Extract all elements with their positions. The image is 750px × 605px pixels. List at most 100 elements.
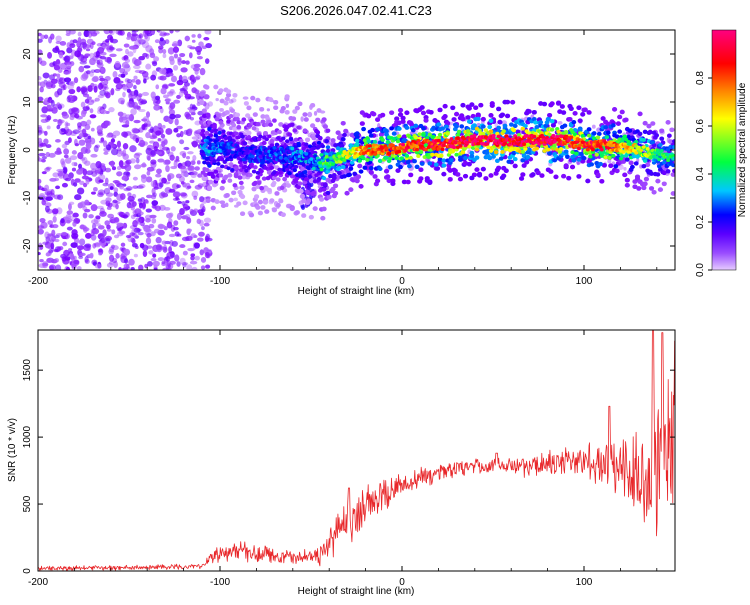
heatmap-cell xyxy=(427,179,432,184)
heatmap-cell xyxy=(450,105,455,110)
heatmap-cell xyxy=(201,129,205,133)
heatmap-cell xyxy=(630,165,635,169)
heatmap-cell xyxy=(587,127,592,131)
heatmap-cell xyxy=(569,106,574,111)
heatmap-cell xyxy=(168,105,173,110)
heatmap-cell xyxy=(489,119,494,123)
snr-plot-area xyxy=(38,330,675,571)
heatmap-cell xyxy=(182,153,186,159)
heatmap-cell xyxy=(94,223,101,226)
heatmap-cell xyxy=(373,140,377,144)
heatmap-cell xyxy=(390,181,395,186)
heatmap-cell xyxy=(166,213,173,219)
heatmap-cell xyxy=(179,53,185,57)
heatmap-cell xyxy=(258,211,263,216)
heatmap-cell xyxy=(463,174,468,179)
heatmap-cell xyxy=(194,242,200,248)
heatmap-cell xyxy=(481,117,486,122)
heatmap-cell xyxy=(82,176,89,180)
heatmap-cell xyxy=(608,163,613,168)
heatmap-cell xyxy=(623,167,626,171)
heatmap-cell xyxy=(91,41,95,45)
heatmap-cell xyxy=(375,179,380,184)
heatmap-cell xyxy=(68,137,72,143)
heatmap-cell xyxy=(124,264,130,268)
heatmap-cell xyxy=(198,232,205,237)
heatmap-cell xyxy=(194,256,200,261)
heatmap-cell xyxy=(130,108,137,115)
heatmap-cell xyxy=(130,158,136,163)
heatmap-cell xyxy=(197,219,202,224)
heatmap-cell xyxy=(193,196,197,200)
heatmap-cell xyxy=(111,229,115,234)
heatmap-cell xyxy=(160,76,167,81)
heatmap-cell xyxy=(79,139,86,145)
heatmap-cell xyxy=(70,242,77,248)
heatmap-cell xyxy=(93,187,98,192)
heatmap-cell xyxy=(204,85,209,90)
heatmap-cell xyxy=(272,208,277,213)
heatmap-cell xyxy=(513,164,518,169)
heatmap-cell xyxy=(204,218,211,223)
heatmap-cell xyxy=(61,232,67,236)
heatmap-cell xyxy=(561,174,566,179)
heatmap-cell xyxy=(80,87,87,92)
heatmap-cell xyxy=(281,106,286,111)
heatmap-cell xyxy=(249,164,253,168)
heatmap-cell xyxy=(173,46,179,53)
heatmap-cell xyxy=(261,161,265,165)
heatmap-cell xyxy=(276,177,281,181)
heatmap-cell xyxy=(342,133,347,137)
heatmap-cell xyxy=(556,130,560,134)
heatmap-cell xyxy=(51,100,55,107)
heatmap-cell xyxy=(459,124,464,128)
heatmap-cell xyxy=(118,267,122,272)
heatmap-cell xyxy=(371,112,376,117)
heatmap-cell xyxy=(192,155,196,161)
heatmap-cell xyxy=(56,125,60,130)
heatmap-cell xyxy=(259,186,264,190)
heatmap-cell xyxy=(187,186,191,189)
heatmap-cell xyxy=(454,112,459,117)
heatmap-cell xyxy=(163,53,167,58)
heatmap-cell xyxy=(420,162,425,166)
heatmap-cell xyxy=(505,114,510,119)
heatmap-cell xyxy=(127,196,134,202)
heatmap-cell xyxy=(96,216,101,219)
heatmap-cell xyxy=(62,257,70,264)
heatmap-cell xyxy=(100,208,105,215)
heatmap-cell xyxy=(279,171,283,175)
heatmap-cell xyxy=(617,115,622,120)
heatmap-cell xyxy=(505,100,510,105)
heatmap-cell xyxy=(194,166,200,170)
heatmap-cell xyxy=(312,146,316,150)
heatmap-cell xyxy=(139,70,146,74)
heatmap-cell xyxy=(152,192,157,197)
heatmap-cell xyxy=(202,108,207,113)
heatmap-cell xyxy=(547,113,552,118)
heatmap-cell xyxy=(163,160,170,166)
heatmap-cell xyxy=(205,43,212,48)
heatmap-cell xyxy=(195,185,203,190)
heatmap-cell xyxy=(445,132,449,136)
heatmap-cell xyxy=(74,50,81,57)
heatmap-cell xyxy=(158,224,165,228)
heatmap-cell xyxy=(66,47,72,53)
heatmap-cell xyxy=(672,139,677,143)
heatmap-cell xyxy=(659,128,664,133)
heatmap-cell xyxy=(285,139,289,143)
heatmap-cell xyxy=(230,108,235,113)
heatmap-cell xyxy=(355,142,359,146)
heatmap-cell xyxy=(303,128,308,132)
heatmap-cell xyxy=(520,172,525,177)
heatmap-cell xyxy=(159,182,164,187)
heatmap-cell xyxy=(236,201,241,206)
heatmap-cell xyxy=(56,74,60,78)
heatmap-cell xyxy=(151,92,156,99)
heatmap-cell xyxy=(74,114,79,119)
heatmap-cell xyxy=(57,246,61,251)
heatmap-cell xyxy=(310,103,315,108)
heatmap-cell xyxy=(140,243,145,249)
heatmap-cell xyxy=(286,183,291,188)
heatmap-cell xyxy=(205,265,210,269)
